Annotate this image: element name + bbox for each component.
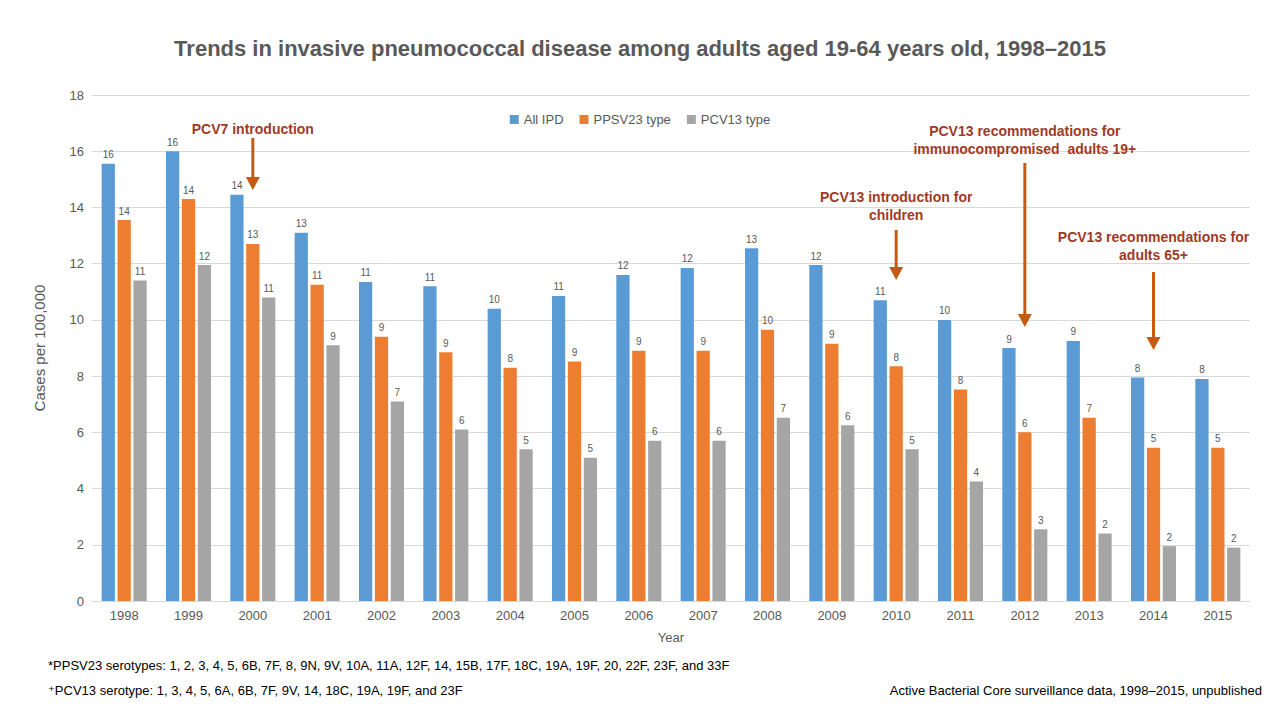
svg-text:6: 6 [1022, 418, 1028, 429]
svg-text:12: 12 [810, 251, 822, 262]
svg-text:16: 16 [103, 149, 115, 160]
svg-text:PCV13 recommendations for: PCV13 recommendations for [1058, 229, 1250, 245]
svg-text:8: 8 [77, 369, 84, 384]
svg-text:11: 11 [135, 266, 146, 277]
svg-text:12: 12 [682, 253, 694, 264]
svg-text:16: 16 [167, 137, 179, 148]
svg-text:2008: 2008 [753, 608, 782, 623]
svg-text:12: 12 [70, 256, 84, 271]
svg-text:2: 2 [1167, 532, 1173, 543]
svg-text:7: 7 [781, 403, 787, 414]
svg-text:14: 14 [70, 200, 84, 215]
svg-text:10: 10 [762, 315, 774, 326]
svg-text:PCV13 type: PCV13 type [701, 112, 770, 127]
svg-text:2014: 2014 [1139, 608, 1168, 623]
svg-text:2012: 2012 [1010, 608, 1039, 623]
svg-text:9: 9 [700, 336, 706, 347]
svg-text:6: 6 [845, 411, 851, 422]
svg-text:10: 10 [939, 305, 951, 316]
svg-text:12: 12 [199, 251, 211, 262]
svg-text:8: 8 [1199, 364, 1205, 375]
svg-text:9: 9 [379, 322, 385, 333]
svg-text:1998: 1998 [110, 608, 139, 623]
svg-text:4: 4 [77, 481, 84, 496]
svg-text:16: 16 [70, 144, 84, 159]
svg-text:Trends in invasive pneumococca: Trends in invasive pneumococcal disease … [174, 36, 1106, 61]
svg-text:7: 7 [1086, 403, 1092, 414]
svg-text:11: 11 [875, 286, 886, 297]
svg-text:11: 11 [360, 267, 371, 278]
svg-text:6: 6 [716, 426, 722, 437]
svg-text:14: 14 [183, 185, 195, 196]
svg-text:2010: 2010 [882, 608, 911, 623]
svg-text:PCV13 introduction for: PCV13 introduction for [820, 189, 973, 205]
svg-text:2005: 2005 [560, 608, 589, 623]
svg-text:8: 8 [1135, 363, 1141, 374]
svg-text:2006: 2006 [624, 608, 653, 623]
svg-text:*PPSV23 serotypes: 1, 2, 3, 4,: *PPSV23 serotypes: 1, 2, 3, 4, 5, 6B, 7F… [48, 658, 730, 673]
svg-text:2007: 2007 [689, 608, 718, 623]
svg-text:1999: 1999 [174, 608, 203, 623]
svg-text:11: 11 [425, 272, 436, 283]
svg-text:13: 13 [247, 229, 259, 240]
svg-text:2011: 2011 [947, 608, 975, 623]
svg-text:2: 2 [77, 537, 84, 552]
svg-text:11: 11 [264, 283, 275, 294]
svg-text:5: 5 [1151, 433, 1157, 444]
svg-text:7: 7 [395, 387, 401, 398]
svg-text:10: 10 [489, 294, 501, 305]
svg-text:8: 8 [958, 375, 964, 386]
svg-text:5: 5 [909, 435, 915, 446]
svg-text:9: 9 [1070, 326, 1076, 337]
svg-text:2001: 2001 [303, 608, 332, 623]
svg-text:3: 3 [1038, 515, 1044, 526]
svg-text:⁺PCV13 serotype: 1, 3, 4, 5, 6: ⁺PCV13 serotype: 1, 3, 4, 5, 6A, 6B, 7F,… [48, 683, 463, 698]
svg-text:5: 5 [523, 435, 529, 446]
svg-text:12: 12 [617, 260, 629, 271]
svg-text:13: 13 [296, 218, 308, 229]
svg-text:9: 9 [443, 338, 449, 349]
svg-text:2002: 2002 [367, 608, 396, 623]
svg-text:2: 2 [1231, 533, 1237, 544]
svg-text:13: 13 [746, 234, 758, 245]
svg-text:9: 9 [572, 347, 578, 358]
svg-text:5: 5 [588, 443, 594, 454]
svg-text:5: 5 [1215, 433, 1221, 444]
svg-text:Year: Year [658, 630, 685, 645]
svg-text:2015: 2015 [1203, 608, 1232, 623]
svg-text:2000: 2000 [238, 608, 267, 623]
svg-text:2003: 2003 [431, 608, 460, 623]
svg-text:Active Bacterial Core surveill: Active Bacterial Core surveillance data,… [890, 683, 1262, 698]
svg-text:9: 9 [829, 329, 835, 340]
svg-text:14: 14 [231, 180, 243, 191]
svg-text:6: 6 [77, 425, 84, 440]
svg-text:PCV13 recommendations for: PCV13 recommendations for [929, 123, 1121, 139]
svg-text:PCV7 introduction: PCV7 introduction [192, 121, 314, 137]
svg-text:11: 11 [553, 281, 564, 292]
svg-text:2004: 2004 [496, 608, 525, 623]
svg-text:2009: 2009 [817, 608, 846, 623]
svg-text:14: 14 [119, 206, 131, 217]
svg-text:0: 0 [77, 594, 84, 609]
svg-text:immunocompromised adults 19+: immunocompromised adults 19+ [913, 141, 1136, 157]
svg-text:All IPD: All IPD [524, 112, 564, 127]
svg-text:8: 8 [507, 353, 513, 364]
svg-text:2013: 2013 [1075, 608, 1104, 623]
svg-text:4: 4 [974, 467, 980, 478]
svg-text:8: 8 [893, 352, 899, 363]
svg-text:6: 6 [652, 426, 658, 437]
svg-text:adults 65+: adults 65+ [1119, 247, 1188, 263]
svg-text:9: 9 [330, 331, 336, 342]
svg-text:2: 2 [1102, 519, 1108, 530]
svg-text:9: 9 [636, 336, 642, 347]
svg-text:10: 10 [70, 312, 84, 327]
svg-text:18: 18 [70, 88, 84, 103]
svg-text:Cases per 100,000: Cases per 100,000 [31, 285, 48, 412]
svg-text:9: 9 [1006, 334, 1012, 345]
svg-text:PPSV23 type: PPSV23 type [594, 112, 671, 127]
svg-text:children: children [869, 207, 923, 223]
svg-text:6: 6 [459, 415, 465, 426]
svg-text:11: 11 [312, 270, 323, 281]
